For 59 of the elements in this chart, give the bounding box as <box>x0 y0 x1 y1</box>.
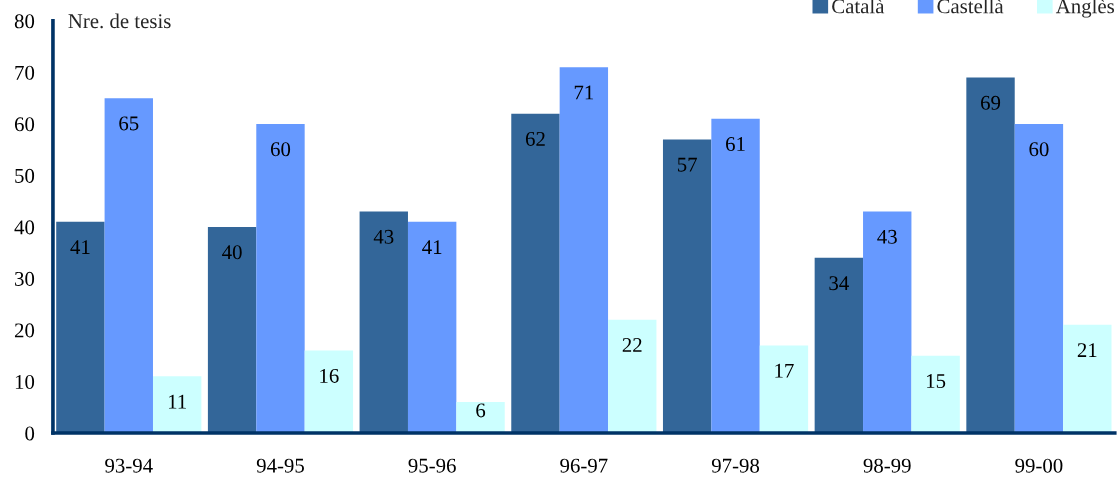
y-tick-label: 60 <box>14 117 35 132</box>
bar <box>407 221 457 434</box>
data-label: 15 <box>927 374 946 389</box>
data-label: 60 <box>270 142 291 157</box>
data-label: 11 <box>168 394 186 409</box>
x-tick-label: 96-97 <box>560 458 608 473</box>
bar <box>207 226 257 434</box>
bar <box>966 77 1015 434</box>
y-tick-label: 30 <box>15 271 35 286</box>
x-tick-label: 95-96 <box>408 458 456 473</box>
x-tick-label: 99-00 <box>1015 458 1063 473</box>
bar <box>911 355 960 434</box>
bar <box>511 113 560 434</box>
bar <box>359 211 408 434</box>
x-tick-label: 94-95 <box>256 458 304 473</box>
data-label: 60 <box>1029 142 1049 157</box>
y-tick-label: 80 <box>14 14 35 29</box>
bar <box>304 350 354 434</box>
bar <box>104 98 153 434</box>
data-label: 40 <box>222 245 242 260</box>
data-label: 61 <box>726 137 745 152</box>
data-label: 62 <box>525 131 545 146</box>
x-tick-label: 93-94 <box>105 458 153 473</box>
bar <box>1063 324 1112 434</box>
bar <box>1014 123 1064 434</box>
y-tick-label: 20 <box>14 323 35 338</box>
data-label: 17 <box>775 363 794 378</box>
x-tick-label: 98-99 <box>863 458 911 473</box>
y-tick-label: 70 <box>15 65 35 80</box>
bar <box>711 118 760 434</box>
bar <box>56 221 105 434</box>
y-tick-label: 50 <box>15 168 35 183</box>
bar <box>456 402 505 434</box>
data-label: 34 <box>829 276 849 291</box>
bar <box>608 319 657 434</box>
bar <box>863 211 912 434</box>
bar <box>662 139 712 434</box>
x-tick-label: 97-98 <box>711 458 760 473</box>
data-label: 21 <box>1077 343 1097 357</box>
data-label: 6 <box>476 403 486 418</box>
data-label: 41 <box>422 240 442 254</box>
bar <box>256 123 305 434</box>
bar <box>814 257 864 434</box>
data-label: 16 <box>320 368 339 383</box>
y-tick-label: 10 <box>15 374 35 389</box>
data-label: 41 <box>70 240 90 254</box>
bar <box>152 376 202 434</box>
bar <box>559 67 609 434</box>
data-label: 57 <box>677 157 697 172</box>
y-axis-title: Nre. de tesis <box>68 13 171 29</box>
data-label: 69 <box>981 95 1001 110</box>
data-label: 65 <box>119 116 139 131</box>
bar <box>759 345 809 434</box>
data-label: 43 <box>877 229 897 244</box>
y-tick-label: 40 <box>14 220 35 235</box>
data-label: 71 <box>574 85 594 100</box>
data-label: 43 <box>373 229 394 244</box>
data-label: 22 <box>622 337 642 352</box>
y-tick-label: 0 <box>25 426 35 441</box>
